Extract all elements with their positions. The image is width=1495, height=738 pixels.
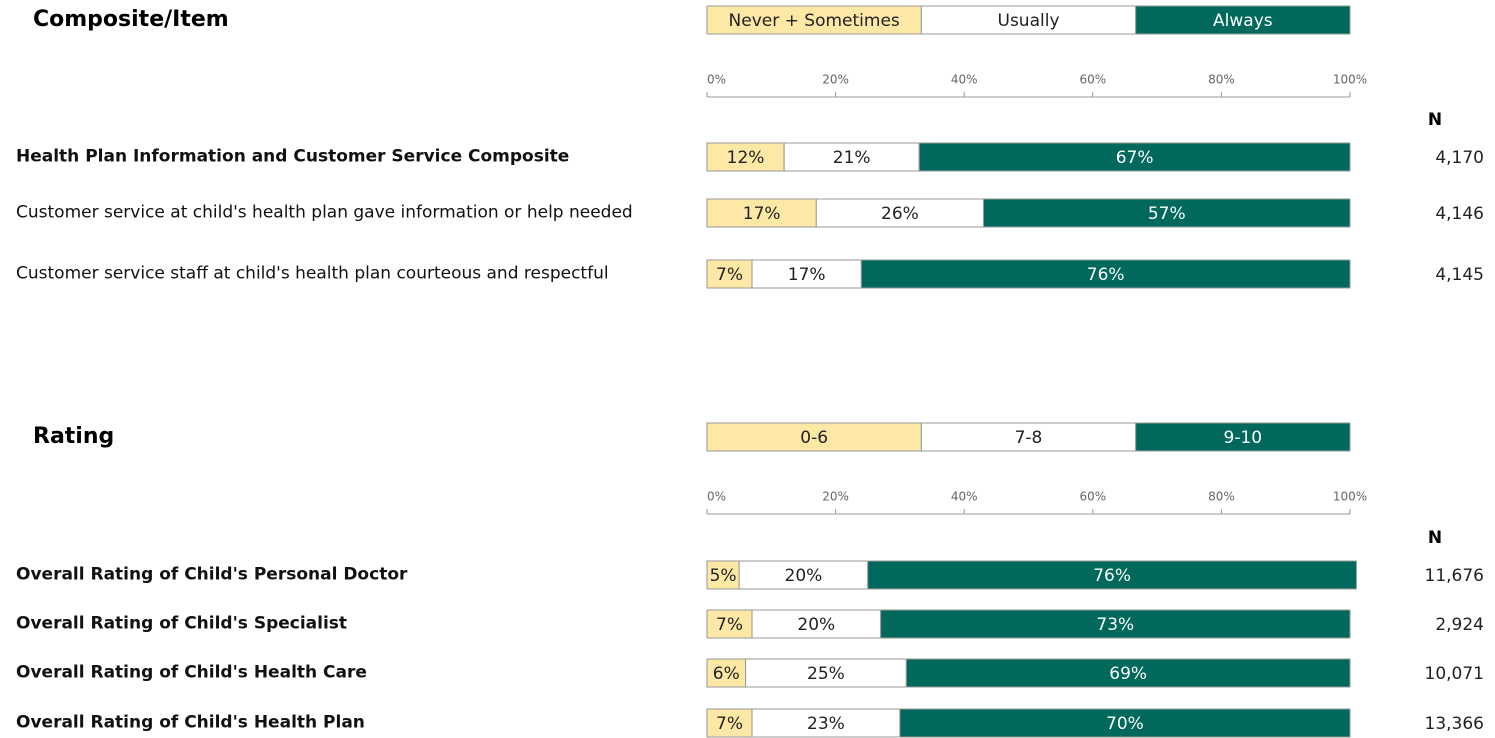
x-tick-label: 40% xyxy=(951,73,978,87)
chart-title: Rating xyxy=(33,424,114,449)
bar-segment xyxy=(867,560,1357,590)
value-label: 70% xyxy=(1106,714,1144,734)
bar-segment xyxy=(751,609,882,639)
bar-segment xyxy=(751,259,862,289)
n-value: 4,145 xyxy=(1435,265,1484,285)
row-label: Overall Rating of Child's Specialist xyxy=(16,613,348,634)
value-label: 12% xyxy=(727,148,765,168)
value-label: 20% xyxy=(797,615,835,635)
value-label: 21% xyxy=(833,148,871,168)
legend-swatch xyxy=(920,422,1137,452)
row-label: Health Plan Information and Customer Ser… xyxy=(16,146,570,167)
bar-segment xyxy=(982,198,1351,228)
value-label: 76% xyxy=(1087,265,1125,285)
x-tick-label: 20% xyxy=(822,73,849,87)
legend-swatch xyxy=(1135,422,1351,452)
chart-title: Composite/Item xyxy=(33,7,229,32)
legend-label: 7-8 xyxy=(1015,428,1043,448)
value-label: 5% xyxy=(710,566,737,586)
x-tick-label: 40% xyxy=(951,490,978,504)
row-label: Customer service staff at child's health… xyxy=(16,263,609,284)
row-label: Overall Rating of Child's Health Care xyxy=(16,662,367,683)
legend-label: Never + Sometimes xyxy=(729,11,900,31)
value-label: 7% xyxy=(716,265,743,285)
bar-segment xyxy=(905,658,1351,688)
n-value: 10,071 xyxy=(1425,664,1484,684)
value-label: 6% xyxy=(713,664,740,684)
n-value: 4,170 xyxy=(1435,148,1484,168)
value-label: 57% xyxy=(1148,204,1186,224)
bar-segment xyxy=(706,658,747,688)
n-header: N xyxy=(1428,528,1442,548)
value-label: 7% xyxy=(716,714,743,734)
legend-label: 0-6 xyxy=(800,428,828,448)
bar-segment xyxy=(751,708,901,738)
value-label: 17% xyxy=(788,265,826,285)
value-label: 23% xyxy=(807,714,845,734)
row-label: Overall Rating of Child's Health Plan xyxy=(16,712,365,733)
x-tick-label: 20% xyxy=(822,490,849,504)
legend-label: Always xyxy=(1213,11,1273,31)
bar-segment xyxy=(860,259,1351,289)
row-label: Customer service at child's health plan … xyxy=(16,202,633,223)
x-tick-label: 0% xyxy=(707,73,726,87)
value-label: 67% xyxy=(1116,148,1154,168)
legend-swatch xyxy=(706,422,922,452)
x-tick-label: 60% xyxy=(1079,73,1106,87)
n-value: 4,146 xyxy=(1435,204,1484,224)
x-tick-label: 100% xyxy=(1333,73,1367,87)
bar-segment xyxy=(745,658,907,688)
bar-segment xyxy=(880,609,1351,639)
value-label: 25% xyxy=(807,664,845,684)
value-label: 69% xyxy=(1109,664,1147,684)
bar-segment xyxy=(706,198,817,228)
x-tick-label: 80% xyxy=(1208,490,1235,504)
bar-segment xyxy=(918,142,1351,172)
bar-segment xyxy=(706,708,753,738)
value-label: 7% xyxy=(716,615,743,635)
bar-segment xyxy=(706,142,785,172)
n-header: N xyxy=(1428,110,1442,130)
value-label: 76% xyxy=(1093,566,1131,586)
value-label: 20% xyxy=(785,566,823,586)
x-tick-label: 60% xyxy=(1079,490,1106,504)
x-tick-label: 0% xyxy=(707,490,726,504)
value-label: 73% xyxy=(1096,615,1134,635)
legend-swatch xyxy=(706,5,922,35)
row-label: Overall Rating of Child's Personal Docto… xyxy=(16,564,408,585)
value-label: 17% xyxy=(743,204,781,224)
x-tick-label: 100% xyxy=(1333,490,1367,504)
legend-swatch xyxy=(1135,5,1351,35)
value-label: 26% xyxy=(881,204,919,224)
x-tick-label: 80% xyxy=(1208,73,1235,87)
n-value: 11,676 xyxy=(1425,566,1484,586)
legend-label: 9-10 xyxy=(1224,428,1263,448)
n-value: 2,924 xyxy=(1435,615,1484,635)
bar-segment xyxy=(899,708,1351,738)
bar-segment xyxy=(706,259,753,289)
bar-segment xyxy=(783,142,920,172)
legend-label: Usually xyxy=(998,11,1060,31)
n-value: 13,366 xyxy=(1425,714,1484,734)
